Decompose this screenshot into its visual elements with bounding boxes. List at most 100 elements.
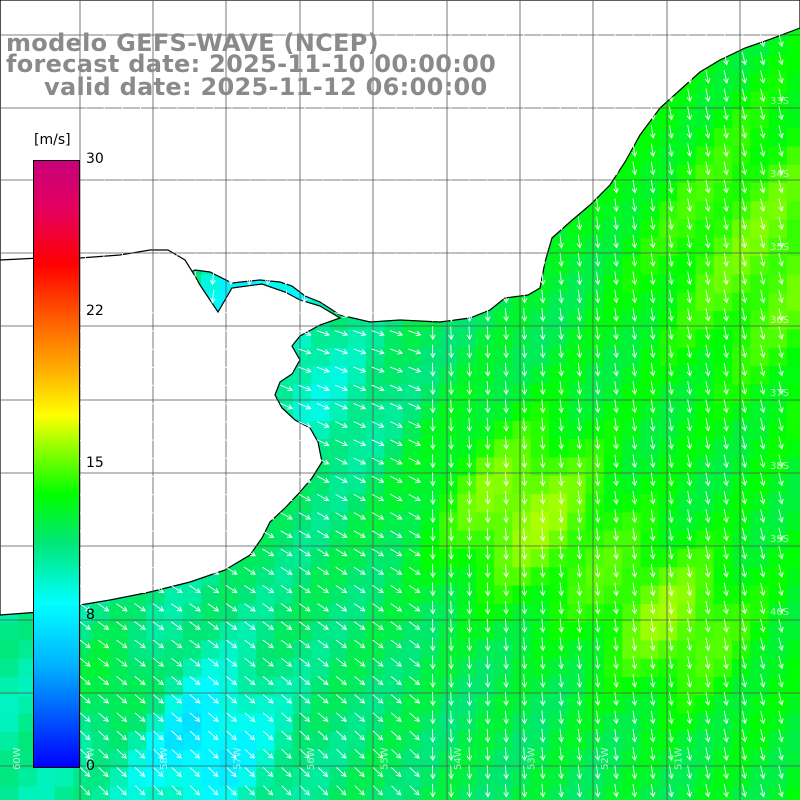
wind-arrow (118, 271, 124, 286)
wind-arrow (649, 509, 656, 524)
wind-arrow (723, 747, 729, 762)
field-cell (347, 457, 367, 477)
field-cell (420, 494, 440, 513)
wind-arrow (484, 417, 491, 432)
wind-arrow (372, 767, 384, 778)
field-cell (622, 329, 642, 349)
wind-arrow (558, 436, 564, 451)
field-cell (640, 750, 660, 770)
wind-arrow (81, 234, 88, 249)
wind-arrow (79, 494, 92, 502)
field-cell (549, 695, 568, 715)
wind-arrow (389, 330, 404, 337)
field-cell (677, 329, 696, 349)
wind-arrow (207, 639, 220, 649)
wind-arrow (649, 582, 656, 597)
field-cell (786, 677, 800, 696)
field-cell (713, 713, 733, 733)
field-cell (658, 750, 678, 770)
wind-arrow (299, 676, 311, 686)
field-cell (530, 549, 550, 568)
field-cell (695, 677, 715, 696)
wind-arrow (704, 765, 711, 780)
wind-arrow (613, 710, 619, 725)
wind-arrow (741, 33, 748, 48)
wind-arrow (393, 179, 399, 194)
field-cell (402, 658, 422, 678)
wind-arrow (338, 289, 344, 304)
field-cell (750, 402, 770, 422)
wind-arrow (372, 712, 384, 723)
wind-arrow (704, 472, 711, 487)
wind-arrow (723, 765, 729, 780)
wind-arrow (539, 124, 546, 139)
wind-arrow (594, 125, 601, 139)
wind-arrow (319, 198, 326, 213)
field-cell (292, 585, 312, 605)
wind-arrow (118, 143, 124, 158)
wind-arrow (173, 88, 179, 103)
wind-arrow (521, 362, 528, 377)
wind-arrow (371, 312, 385, 318)
wind-arrow (79, 548, 92, 557)
wind-arrow (262, 603, 275, 612)
field-cell (640, 201, 660, 221)
wind-arrow (686, 344, 693, 359)
field-cell (420, 768, 440, 788)
wind-arrow (371, 366, 385, 373)
wind-arrow (778, 783, 784, 798)
field-cell (347, 530, 367, 550)
field-cell (292, 768, 312, 788)
field-cell (384, 640, 404, 660)
wind-arrow (686, 582, 693, 597)
field-cell (622, 439, 642, 459)
field-cell (786, 457, 800, 477)
field-cell (366, 439, 385, 459)
wind-arrow (353, 621, 366, 630)
field-cell (750, 475, 770, 495)
field-cell (732, 439, 751, 459)
wind-arrow (558, 673, 564, 688)
wind-arrow (521, 673, 528, 688)
wind-arrow (207, 566, 220, 575)
field-cell (567, 347, 587, 367)
wind-arrow (723, 51, 729, 66)
wind-arrow (152, 530, 165, 538)
field-cell (750, 292, 770, 312)
wind-arrow (81, 143, 88, 158)
wind-arrow (521, 106, 528, 121)
field-cell (292, 530, 312, 550)
field-cell (237, 567, 257, 587)
wind-arrow (649, 88, 656, 103)
wind-arrow (539, 417, 546, 432)
wind-arrow (170, 366, 184, 373)
wind-arrow (686, 161, 693, 176)
wind-arrow (152, 421, 165, 428)
wind-arrow (613, 326, 619, 341)
wind-arrow (206, 402, 220, 410)
wind-arrow (759, 545, 766, 560)
wind-arrow (319, 124, 326, 139)
wind-arrow (151, 312, 166, 318)
wind-arrow (170, 603, 183, 612)
wind-arrow (649, 33, 656, 48)
field-cell (640, 457, 660, 477)
field-cell (512, 603, 532, 623)
wind-arrow (430, 692, 436, 707)
wind-arrow (335, 457, 348, 465)
field-cell (237, 695, 257, 715)
field-cell (384, 549, 404, 568)
wind-arrow (448, 490, 454, 505)
wind-arrow (356, 124, 363, 139)
field-cell (311, 512, 330, 532)
field-cell (677, 402, 696, 422)
field-cell (457, 549, 477, 568)
wind-arrow (539, 655, 546, 670)
field-cell (640, 420, 660, 440)
field-cell (164, 750, 184, 770)
field-cell (786, 658, 800, 678)
field-cell (750, 183, 770, 202)
field-cell (457, 567, 477, 587)
wind-arrow (115, 530, 129, 538)
wind-arrow (503, 545, 509, 560)
